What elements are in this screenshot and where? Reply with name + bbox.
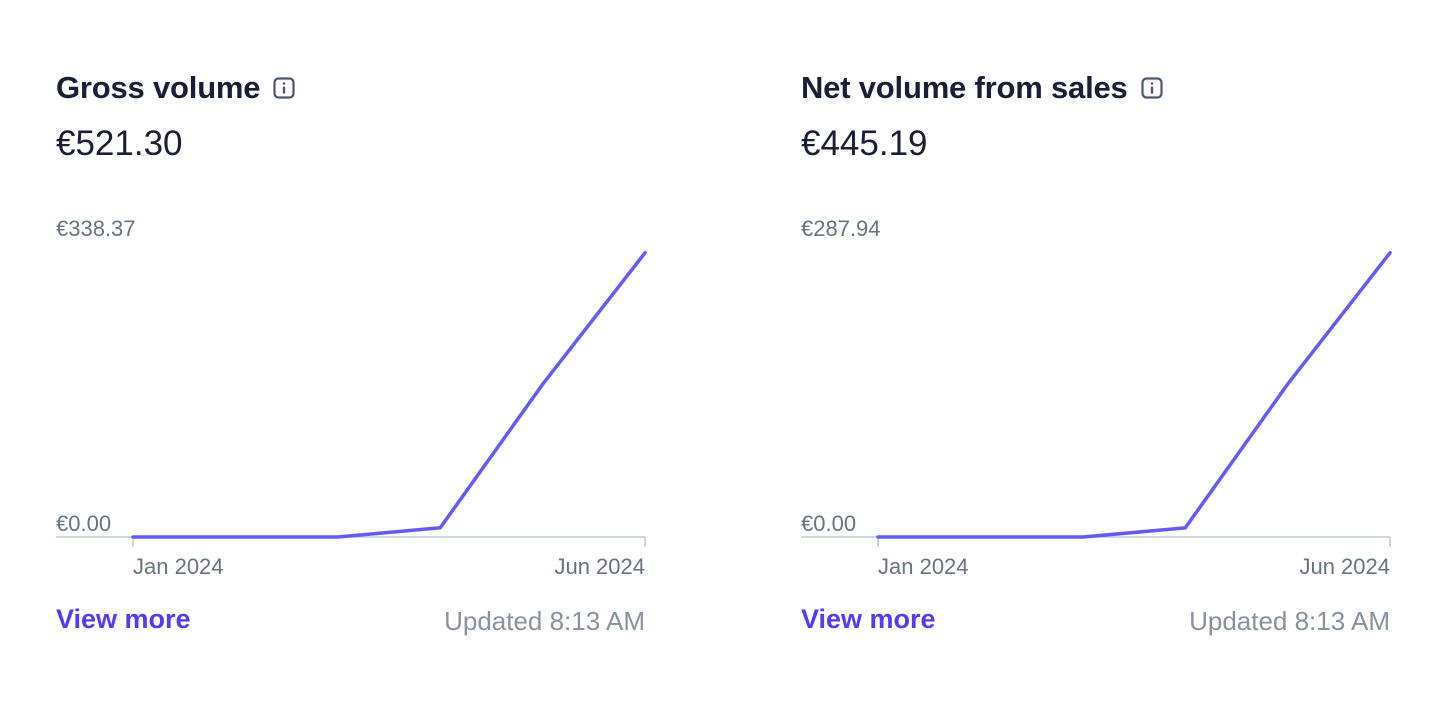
volume-chart: €287.94 €0.00 Jan 2024 Jun 2024 xyxy=(801,216,1392,579)
x-axis-start-label: Jan 2024 xyxy=(878,554,969,579)
view-more-link[interactable]: View more xyxy=(56,604,191,634)
card-title-row: Net volume from sales xyxy=(801,68,1164,108)
y-axis-zero-label: €0.00 xyxy=(56,511,111,536)
volume-chart: €338.37 €0.00 Jan 2024 Jun 2024 xyxy=(56,216,647,579)
info-icon[interactable] xyxy=(272,76,296,100)
x-axis-start-label: Jan 2024 xyxy=(133,554,224,579)
series-line xyxy=(876,251,1392,539)
updated-timestamp: Updated 8:13 AM xyxy=(1189,606,1390,636)
card-footer: View more Updated 8:13 AM xyxy=(56,604,645,644)
info-icon[interactable] xyxy=(1140,76,1164,100)
y-axis-max-label: €287.94 xyxy=(801,216,881,241)
card-title: Net volume from sales xyxy=(801,70,1128,105)
x-axis-end-label: Jun 2024 xyxy=(1299,554,1390,579)
updated-timestamp: Updated 8:13 AM xyxy=(444,606,645,636)
card-footer: View more Updated 8:13 AM xyxy=(801,604,1390,644)
gross-volume-card: Gross volume €521.30 €338.37 €0.00 Jan 202… xyxy=(56,0,676,728)
y-axis-max-label: €338.37 xyxy=(56,216,136,241)
view-more-link[interactable]: View more xyxy=(801,604,936,634)
card-amount: €445.19 xyxy=(801,124,928,163)
card-title-row: Gross volume xyxy=(56,68,296,108)
card-amount: €521.30 xyxy=(56,124,183,163)
card-title: Gross volume xyxy=(56,70,261,105)
net-volume-card: Net volume from sales €445.19 €287.94 €0.… xyxy=(801,0,1421,728)
series-line xyxy=(131,251,647,539)
y-axis-zero-label: €0.00 xyxy=(801,511,856,536)
x-axis-end-label: Jun 2024 xyxy=(554,554,645,579)
